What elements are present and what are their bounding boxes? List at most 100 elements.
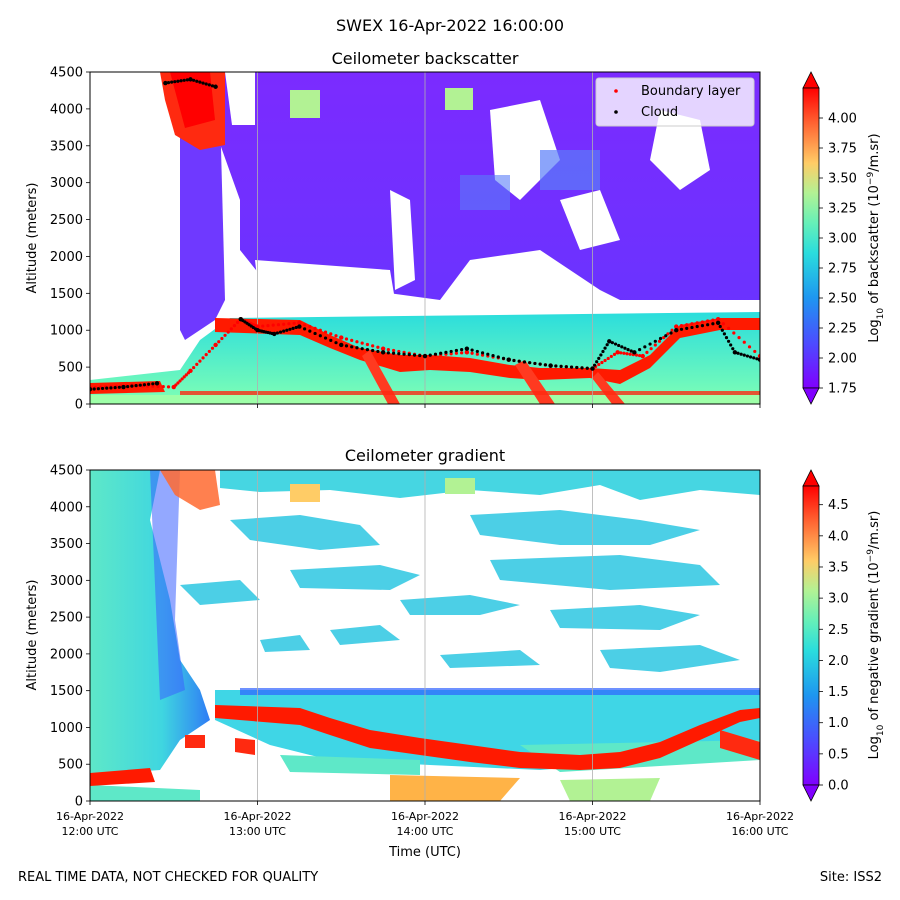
boundary-layer-point [470, 351, 474, 355]
cloud-point [163, 80, 168, 86]
backscatter-ylabel: Altitude (meters) [25, 183, 40, 294]
gradient-panel: Ceilometer gradient [25, 446, 886, 860]
boundary-layer-point [180, 377, 184, 381]
cloud-point [154, 381, 160, 386]
cloud-point [188, 77, 193, 82]
cloud-point [564, 365, 568, 369]
boundary-layer-point [638, 353, 642, 358]
boundary-layer-point [188, 368, 193, 373]
cloud-point [623, 346, 627, 350]
figure-title: SWEX 16-Apr-2022 16:00:00 [335, 16, 564, 35]
boundary-layer-point [634, 353, 639, 357]
boundary-layer-point [217, 340, 221, 344]
cloud-point [176, 79, 180, 83]
boundary-layer-point [600, 360, 604, 365]
cloud-point [204, 82, 208, 86]
cloud-point [605, 343, 609, 347]
cloud-point [147, 382, 151, 386]
boundary-layer-point [397, 349, 401, 354]
cloud-point [736, 351, 740, 355]
cloud-point [173, 80, 177, 84]
boundary-layer-point [653, 343, 657, 347]
boundary-layer-point [151, 384, 155, 388]
cloud-point [739, 352, 743, 356]
backscatter-colorbar: 1.75 2.00 2.25 2.50 2.75 3.00 3.25 3.50 3.75 4.00… [802, 71, 886, 405]
boundary-layer-point [178, 379, 182, 383]
x-tick-label-date: 16-Apr-2022 [726, 810, 794, 823]
cloud-point [610, 341, 614, 345]
cloud-point [182, 78, 186, 82]
boundary-layer-point [721, 322, 725, 326]
cloud-point [334, 341, 338, 345]
boundary-layer-point [454, 351, 459, 355]
colorbar-tick-label: 3.0 [828, 592, 849, 607]
cloud-point [433, 352, 438, 356]
boundary-layer-point [308, 324, 312, 329]
cloud-point [685, 326, 689, 330]
boundary-layer-point [715, 316, 721, 322]
cloud-point [308, 329, 312, 333]
boundary-layer-point [223, 333, 227, 337]
cloud-point [323, 336, 328, 340]
cloud-point [506, 357, 511, 362]
cloud-point [418, 353, 422, 358]
cloud-point [501, 356, 506, 360]
cloud-point [629, 349, 633, 353]
boundary-layer-point [329, 332, 333, 336]
cloud-point [669, 331, 673, 335]
x-tick-label-time: 12:00 UTC [61, 825, 118, 838]
cloud-point [554, 364, 558, 368]
cloud-point [475, 349, 479, 354]
colorbar-tick-label: 3.5 [828, 560, 849, 575]
legend-cloud: Cloud [641, 105, 678, 120]
cloud-point [607, 339, 612, 344]
boundary-layer-point [460, 351, 464, 355]
boundary-layer-point [371, 344, 375, 348]
cloud-point [569, 365, 574, 369]
cloud-point [428, 353, 432, 357]
boundary-layer-point [753, 349, 757, 354]
cloud-point [350, 345, 354, 349]
cloud-point [397, 352, 401, 356]
y-tick-label: 1000 [50, 324, 83, 339]
cloud-point [318, 334, 322, 338]
cloud-series [90, 77, 760, 392]
y-tick-label: 0 [75, 795, 83, 810]
cloud-point [100, 386, 105, 391]
boundary-layer-point [695, 321, 699, 325]
cloud-point [638, 347, 642, 352]
cloud-point [595, 360, 599, 364]
boundary-layer-point [700, 320, 705, 324]
colorbar-tick-label: 3.50 [828, 172, 857, 187]
cloud-point [294, 325, 298, 330]
y-tick-label: 4000 [50, 102, 83, 117]
cloud-point [412, 353, 417, 357]
cloud-point [742, 353, 746, 357]
cloud-point [92, 387, 96, 391]
gradient-xlabel: Time (UTC) [388, 845, 461, 860]
cloud-point [715, 320, 721, 326]
cloud-point [192, 78, 196, 82]
cloud-point [360, 347, 364, 351]
cloud-point [480, 351, 485, 355]
cloud-point [522, 360, 527, 364]
cloud-point [344, 344, 349, 348]
cloud-point [291, 326, 295, 330]
colorbar-tick-label: 4.00 [828, 112, 857, 127]
cloud-point [679, 327, 684, 331]
cloud-point [720, 328, 724, 332]
cloud-point [580, 366, 584, 370]
cloud-point [96, 387, 100, 391]
colorbar-tick-label: 0.5 [828, 747, 849, 762]
boundary-layer-point [282, 322, 286, 326]
cloud-point [745, 354, 750, 358]
cloud-point [391, 351, 396, 355]
boundary-layer-point [166, 385, 171, 389]
cloud-point [170, 80, 174, 84]
cloud-point [726, 339, 731, 343]
cloud-point [517, 359, 521, 363]
cloud-point [151, 382, 155, 386]
boundary-layer-point [666, 332, 670, 336]
y-tick-label: 2000 [50, 250, 83, 265]
